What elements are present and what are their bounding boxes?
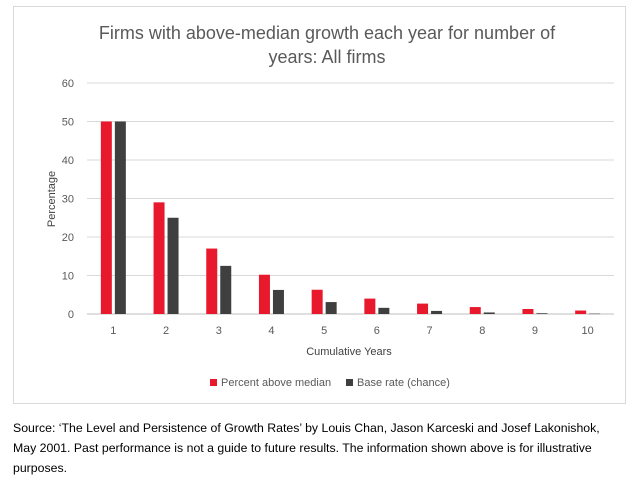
y-tick-label: 0 xyxy=(68,309,74,321)
y-tick-label: 20 xyxy=(62,232,74,244)
x-tick-label: 8 xyxy=(479,325,485,337)
gridlines xyxy=(87,82,614,315)
legend-label: Base rate (chance) xyxy=(357,377,450,389)
bar-percent-above-median xyxy=(417,303,429,314)
bars xyxy=(100,121,601,315)
y-tick-label: 10 xyxy=(62,271,74,283)
x-tick-label: 4 xyxy=(268,325,274,337)
bar-base-rate xyxy=(220,265,232,314)
bar-percent-above-median xyxy=(522,308,534,314)
x-tick-label: 10 xyxy=(582,325,594,337)
y-tick-label: 30 xyxy=(62,194,74,206)
bar-percent-above-median xyxy=(206,248,218,314)
y-tick-label: 40 xyxy=(62,155,74,167)
legend-label: Percent above median xyxy=(221,377,331,389)
y-tick-labels: 0 10 20 30 40 50 60 xyxy=(62,78,74,321)
y-tick-label: 50 xyxy=(62,117,74,129)
bar-percent-above-median xyxy=(469,307,481,314)
x-tick-label: 9 xyxy=(532,325,538,337)
bar-base-rate xyxy=(536,313,548,314)
bar-percent-above-median xyxy=(100,121,112,314)
bar-base-rate xyxy=(431,310,443,314)
bar-chart: Firms with above-median growth each year… xyxy=(46,23,614,389)
bar-percent-above-median xyxy=(258,274,270,314)
bar-base-rate xyxy=(272,289,284,314)
source-note: Source: ‘The Level and Persistence of Gr… xyxy=(13,421,600,475)
legend-swatch xyxy=(346,379,353,386)
x-tick-label: 2 xyxy=(163,325,169,337)
bar-base-rate xyxy=(114,121,126,314)
x-axis-label: Cumulative Years xyxy=(306,346,392,358)
x-tick-label: 3 xyxy=(216,325,222,337)
y-axis-label: Percentage xyxy=(46,171,58,227)
chart-frame: Firms with above-median growth each year… xyxy=(13,6,626,404)
legend-swatch xyxy=(210,379,217,386)
bar-base-rate xyxy=(325,302,337,314)
x-tick-label: 7 xyxy=(426,325,432,337)
chart-title-line-1: Firms with above-median growth each year… xyxy=(99,23,556,43)
x-tick-label: 6 xyxy=(374,325,380,337)
bar-base-rate xyxy=(167,217,179,314)
bar-percent-above-median xyxy=(153,202,165,314)
chart-title-line-2: years: All firms xyxy=(268,47,385,67)
bar-percent-above-median xyxy=(575,310,587,314)
x-tick-labels: 1 2 3 4 5 6 7 8 9 10 xyxy=(110,325,593,337)
legend: Percent above median Base rate (chance) xyxy=(210,377,450,389)
bar-percent-above-median xyxy=(364,298,376,314)
bar-base-rate xyxy=(483,312,495,314)
x-tick-label: 5 xyxy=(321,325,327,337)
y-tick-label: 60 xyxy=(62,78,74,90)
bar-percent-above-median xyxy=(311,289,323,314)
bar-base-rate xyxy=(589,313,601,315)
bar-base-rate xyxy=(378,307,390,314)
x-tick-label: 1 xyxy=(110,325,116,337)
